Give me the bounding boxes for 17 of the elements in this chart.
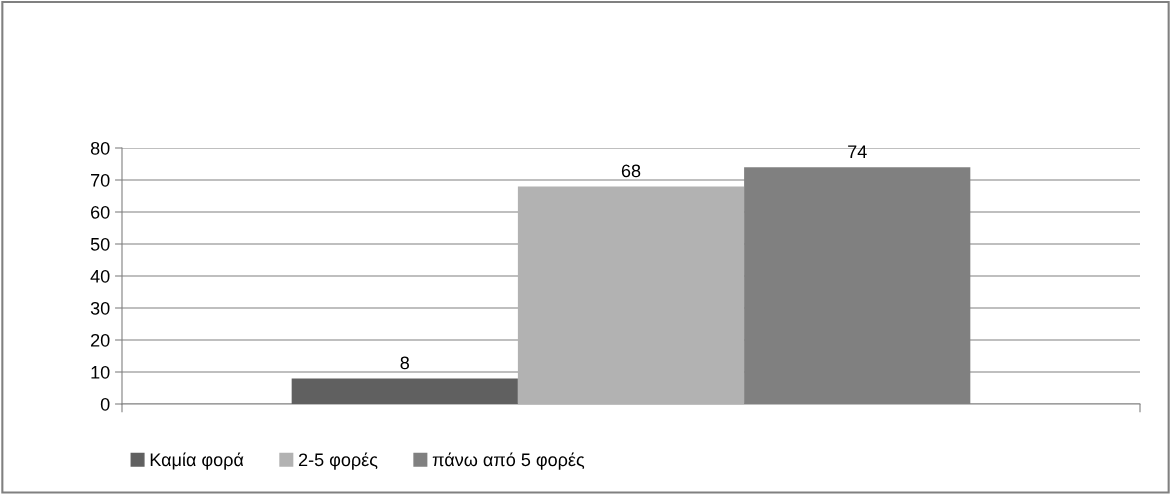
y-tick-label: 60	[91, 205, 110, 219]
legend-label: Καμία φορά	[150, 452, 244, 470]
legend-label: πάνω από 5 φορές	[432, 452, 585, 470]
y-tick-label: 70	[91, 173, 110, 187]
bar	[517, 186, 745, 404]
data-label: 74	[848, 145, 867, 158]
y-tick-label: 20	[91, 333, 110, 347]
y-tick-label: 30	[90, 301, 110, 315]
y-tick-label: 80	[90, 141, 110, 155]
y-tick-label: 50	[90, 237, 110, 251]
y-tick-label: 0	[100, 397, 110, 411]
data-label: 68	[621, 164, 641, 178]
y-tick-label: 40	[90, 269, 110, 283]
y-tick-label: 10	[91, 365, 110, 379]
data-label: 8	[400, 356, 410, 370]
bar	[291, 378, 518, 404]
legend-label: 2-5 φορές	[298, 452, 378, 470]
